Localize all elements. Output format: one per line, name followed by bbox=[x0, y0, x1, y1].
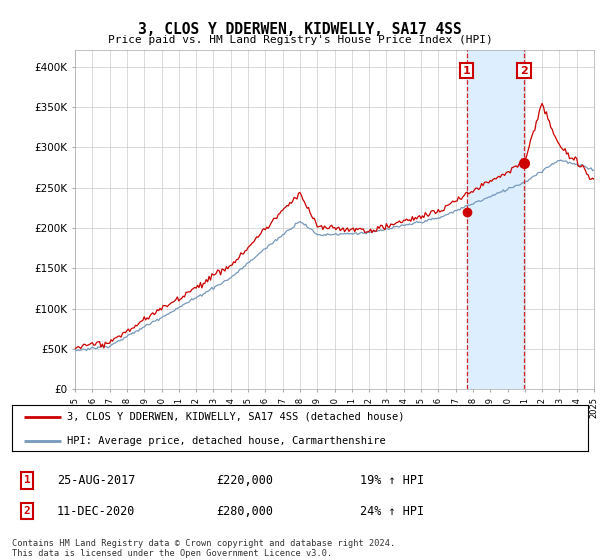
Text: 2: 2 bbox=[520, 66, 528, 76]
Text: £280,000: £280,000 bbox=[216, 505, 273, 518]
Text: Price paid vs. HM Land Registry's House Price Index (HPI): Price paid vs. HM Land Registry's House … bbox=[107, 35, 493, 45]
Bar bbox=[467, 50, 524, 389]
Text: 3, CLOS Y DDERWEN, KIDWELLY, SA17 4SS (detached house): 3, CLOS Y DDERWEN, KIDWELLY, SA17 4SS (d… bbox=[67, 412, 404, 422]
Text: 1: 1 bbox=[23, 475, 31, 486]
Text: 19% ↑ HPI: 19% ↑ HPI bbox=[360, 474, 424, 487]
Text: HPI: Average price, detached house, Carmarthenshire: HPI: Average price, detached house, Carm… bbox=[67, 436, 385, 446]
Text: 24% ↑ HPI: 24% ↑ HPI bbox=[360, 505, 424, 518]
Text: 2: 2 bbox=[23, 506, 31, 516]
Text: Contains HM Land Registry data © Crown copyright and database right 2024.
This d: Contains HM Land Registry data © Crown c… bbox=[12, 539, 395, 558]
Text: 3, CLOS Y DDERWEN, KIDWELLY, SA17 4SS: 3, CLOS Y DDERWEN, KIDWELLY, SA17 4SS bbox=[138, 22, 462, 38]
Text: £220,000: £220,000 bbox=[216, 474, 273, 487]
Text: 25-AUG-2017: 25-AUG-2017 bbox=[57, 474, 136, 487]
Text: 1: 1 bbox=[463, 66, 471, 76]
Text: 11-DEC-2020: 11-DEC-2020 bbox=[57, 505, 136, 518]
